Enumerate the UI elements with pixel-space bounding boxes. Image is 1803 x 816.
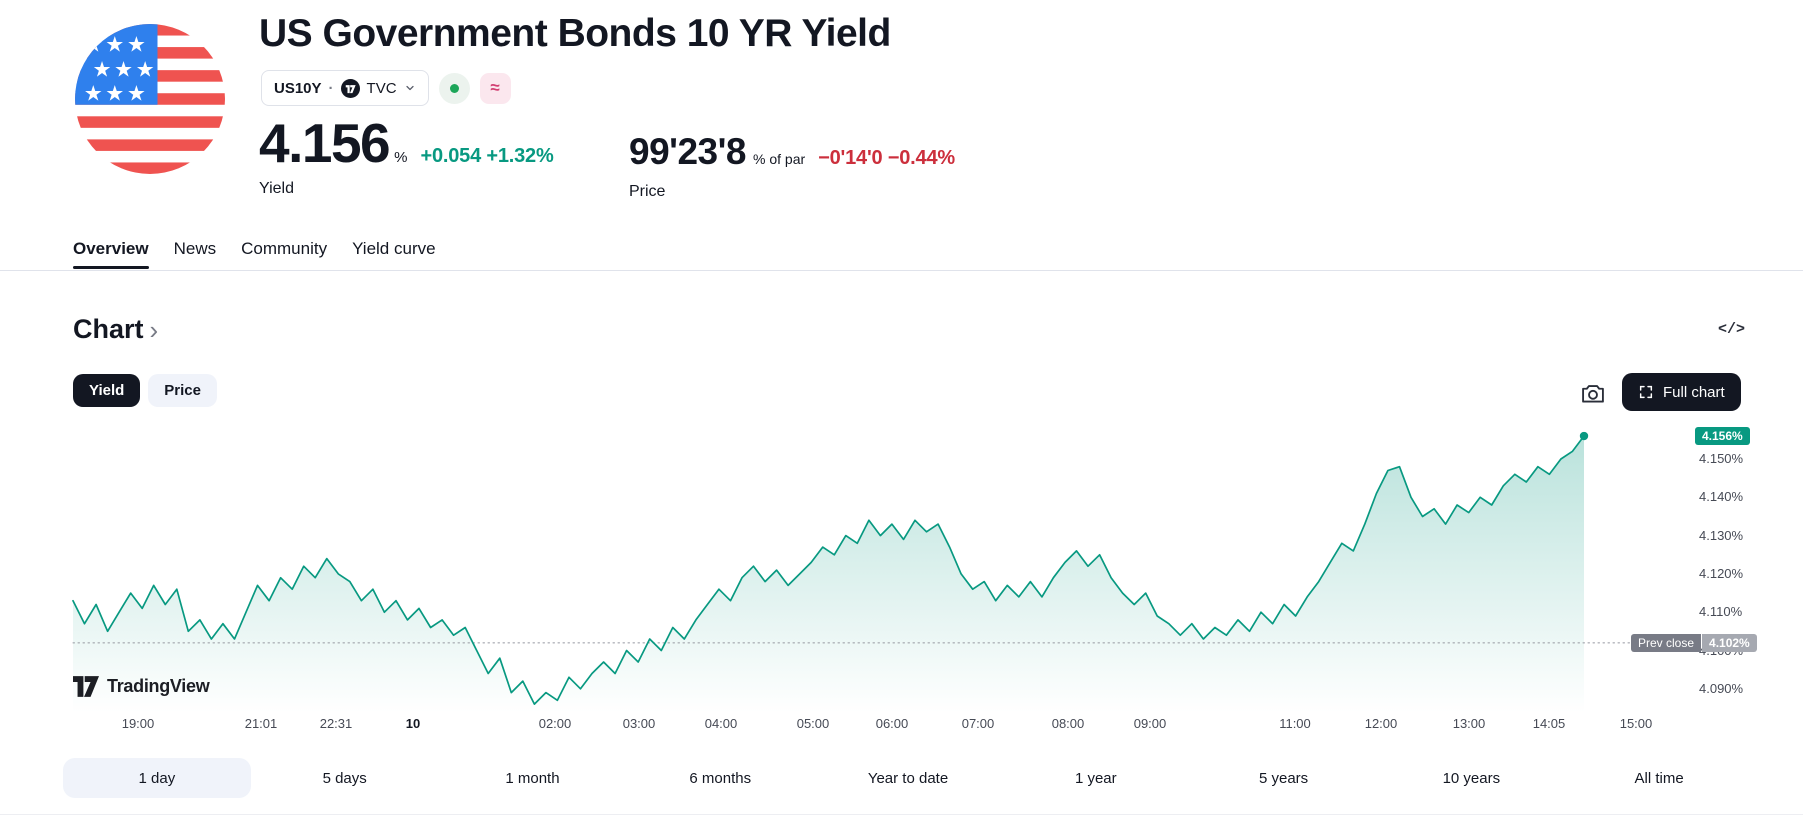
code-icon[interactable]: </> <box>1717 321 1745 338</box>
price-unit: % of par <box>753 151 806 167</box>
x-axis-label: 08:00 <box>1051 716 1085 731</box>
green-dot-icon <box>449 83 459 93</box>
x-axis-label: 11:00 <box>1279 716 1311 731</box>
x-axis-label: 03:00 <box>622 716 656 731</box>
timeframe-year-to-date[interactable]: Year to date <box>814 758 1002 798</box>
dot-separator: · <box>328 79 334 97</box>
exchange-code: TVC <box>366 79 397 97</box>
x-axis-label: 07:00 <box>961 716 995 731</box>
x-axis-label: 04:00 <box>704 716 738 731</box>
y-axis-label: 4.150% <box>1699 451 1744 466</box>
full-chart-label: Full chart <box>1663 383 1725 401</box>
y-axis-label: 4.140% <box>1699 489 1744 505</box>
price-value: 99'23'8 <box>629 131 747 172</box>
tab-bar: Overview News Community Yield curve <box>73 238 436 269</box>
tradingview-logo-icon <box>73 676 99 697</box>
market-status-button[interactable] <box>438 72 470 104</box>
timeframe-1-year[interactable]: 1 year <box>1002 758 1190 798</box>
symbol-code: US10Y <box>274 79 322 97</box>
chart-area: 4.156% Prev close 4.102% TradingView 4.1… <box>0 420 1803 740</box>
series-toggle-group: Yield Price <box>73 374 217 407</box>
price-stat: 99'23'8 % of par −0'14'0 −0.44% Price <box>629 133 955 201</box>
tvc-exchange-icon <box>340 78 360 98</box>
x-axis-label: 22:31 <box>319 716 353 731</box>
y-axis-label: 4.130% <box>1699 527 1744 543</box>
symbol-chip-row: US10Y · TVC ≈ <box>261 70 511 106</box>
yield-stat: 4.156 % +0.054 +1.32% Yield <box>259 116 554 198</box>
chevron-right-icon: › <box>149 314 159 345</box>
y-axis-label: 4.110% <box>1699 604 1743 620</box>
yield-label: Yield <box>259 180 294 197</box>
x-axis-label: 02:00 <box>538 716 572 731</box>
x-axis-label: 05:00 <box>796 716 830 731</box>
tab-yield-curve[interactable]: Yield curve <box>352 239 436 258</box>
timeframe-5-days[interactable]: 5 days <box>251 758 439 798</box>
timeframe-6-months[interactable]: 6 months <box>626 758 814 798</box>
timeframe-1-day[interactable]: 1 day <box>63 758 251 798</box>
tradingview-watermark: TradingView <box>73 676 210 697</box>
svg-text:★★★: ★★★ <box>93 58 158 83</box>
timeframe-5-years[interactable]: 5 years <box>1190 758 1378 798</box>
prev-close-label: Prev close <box>1631 633 1702 652</box>
watermark-text: TradingView <box>107 676 210 696</box>
yield-change: +0.054 +1.32% <box>420 145 554 167</box>
prev-close-value: 4.102% <box>1702 633 1757 652</box>
tab-overview[interactable]: Overview <box>73 239 149 269</box>
x-axis-label: 10 <box>405 716 421 731</box>
yield-value: 4.156 <box>259 112 391 174</box>
symbol-switcher[interactable]: US10Y · TVC <box>261 70 429 106</box>
x-axis-label: 14:05 <box>1532 716 1566 731</box>
x-axis-label: 15:00 <box>1619 716 1653 731</box>
x-axis-label: 06:00 <box>875 716 909 731</box>
timeframe-all-time[interactable]: All time <box>1565 758 1753 798</box>
timeframe-1-month[interactable]: 1 month <box>439 758 627 798</box>
x-axis-label: 13:00 <box>1452 716 1486 731</box>
tab-news[interactable]: News <box>173 239 217 258</box>
data-mode-button[interactable]: ≈ <box>479 72 511 104</box>
last-point-dot <box>1579 431 1589 441</box>
price-label: Price <box>629 183 666 200</box>
yield-unit: % <box>394 149 408 166</box>
x-axis-label: 21:01 <box>244 716 278 731</box>
wave-icon: ≈ <box>490 78 500 97</box>
prev-close-badge: Prev close 4.102% <box>1631 633 1757 652</box>
snapshot-button[interactable] <box>1576 376 1612 412</box>
y-axis-label: 4.120% <box>1699 565 1744 581</box>
timeframe-bar: 1 day 5 days 1 month 6 months Year to date 1 … <box>63 758 1753 798</box>
price-change: −0'14'0 −0.44% <box>818 147 955 169</box>
fullscreen-icon <box>1638 384 1654 400</box>
yield-area-chart[interactable] <box>0 420 1803 720</box>
x-axis-label: 19:00 <box>121 716 155 731</box>
full-chart-button[interactable]: Full chart <box>1622 373 1741 411</box>
svg-text:★★★: ★★★ <box>84 81 149 106</box>
tab-community[interactable]: Community <box>241 239 328 258</box>
chevron-down-icon <box>404 82 416 94</box>
toggle-price[interactable]: Price <box>148 374 217 407</box>
camera-icon <box>1579 380 1609 408</box>
toggle-yield[interactable]: Yield <box>73 374 141 407</box>
chart-section-title[interactable]: Chart <box>73 314 144 344</box>
us-flag-logo: ★★★ ★★★ ★★★ <box>75 24 225 174</box>
page-title: US Government Bonds 10 YR Yield <box>259 12 891 55</box>
x-axis-label: 12:00 <box>1364 716 1398 731</box>
y-axis-label: 4.090% <box>1699 680 1744 696</box>
svg-text:★★★: ★★★ <box>84 33 149 58</box>
x-axis-label: 09:00 <box>1133 716 1167 731</box>
chart-section-head: Chart › </> <box>73 314 1745 345</box>
tab-divider <box>0 270 1803 271</box>
section-divider <box>0 814 1803 815</box>
timeframe-10-years[interactable]: 10 years <box>1377 758 1565 798</box>
last-value-badge: 4.156% <box>1695 427 1750 446</box>
